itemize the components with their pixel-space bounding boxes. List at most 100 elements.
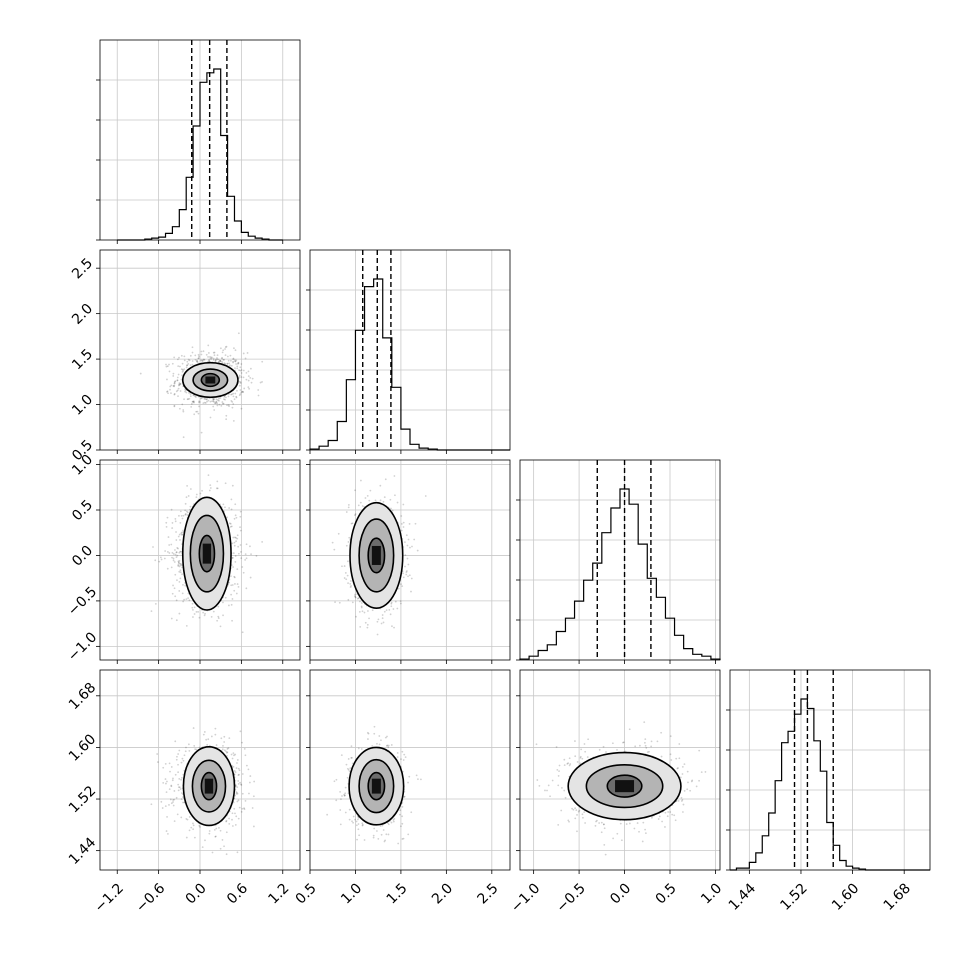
sample-point [182,600,185,603]
sample-point [401,750,404,753]
sample-point [232,392,235,395]
sample-point [357,504,360,507]
sample-point [252,795,255,798]
sample-point [227,359,230,362]
sample-point [400,758,402,761]
axes-frame [309,459,511,661]
sample-point [173,382,176,385]
sample-point [387,833,390,836]
sample-point [160,558,163,561]
sample-point [164,778,167,780]
sample-point [185,746,187,749]
sample-point [350,584,352,587]
sample-point [216,404,219,407]
sample-point [192,616,194,618]
sample-point [361,610,364,613]
sample-point [195,496,198,499]
sample-point [403,753,406,756]
sample-point [400,583,402,586]
sample-point [644,738,647,741]
sample-point [358,610,361,613]
sample-point [192,824,195,827]
sample-point [191,351,194,354]
density-panel-0-2: −1.0−0.50.00.51.0 [65,452,301,665]
sample-point [219,397,222,399]
sample-point [235,536,237,539]
sample-point [401,822,404,825]
sample-point [406,557,409,560]
sample-point [603,827,606,830]
sample-point [221,351,224,354]
sample-point [348,808,351,811]
sample-point [252,825,255,828]
sample-point [203,397,206,400]
sample-point [164,805,167,808]
sample-point [235,815,238,818]
sample-point [205,353,208,356]
sample-point [237,585,240,588]
sample-point [239,366,242,369]
sample-point [177,753,180,755]
sample-point [670,759,673,761]
sample-point [237,545,240,548]
sample-point [410,577,413,580]
sample-point [397,587,400,590]
sample-point [568,820,570,823]
sample-point [391,509,394,512]
sample-point [196,360,199,363]
histogram-step [117,68,283,241]
sample-point [234,771,237,774]
sample-point [181,757,184,760]
sample-point [215,827,218,830]
sample-point [171,527,174,529]
sample-point [235,785,237,787]
sample-point [354,596,357,598]
sample-point [376,742,378,745]
sample-point [180,798,183,801]
density-peak [371,545,381,565]
sample-point [366,626,369,629]
sample-point [403,796,406,798]
sample-point [230,525,233,528]
sample-point [240,810,243,813]
sample-point [352,821,354,824]
sample-point [356,597,359,600]
sample-point [233,517,236,520]
sample-point [681,765,684,768]
sample-point [404,565,406,568]
sample-point [188,397,191,400]
sample-point [208,489,211,492]
density-peak [202,543,212,564]
sample-point [360,479,362,482]
sample-point [175,556,178,559]
sample-point [683,763,686,765]
sample-point [240,551,242,553]
x-tick-label: 0.5 [293,880,320,907]
sample-point [178,559,181,562]
sample-point [217,617,220,620]
sample-point [379,825,382,827]
sample-point [177,560,180,563]
sample-point [377,618,380,621]
sample-point [233,398,236,401]
sample-point [680,796,683,799]
sample-point [393,626,395,629]
sample-point [340,798,342,801]
sample-point [333,548,336,551]
sample-point [186,364,188,367]
sample-point [239,730,242,733]
sample-point [393,475,396,477]
sample-point [410,590,412,593]
sample-point [240,557,243,560]
sample-point [232,357,235,360]
sample-point [236,534,239,537]
y-tick-label: 1.5 [69,346,96,373]
x-tick-label: −1.2 [92,880,127,915]
sample-point [576,761,579,763]
sample-point [187,597,190,600]
sample-point [172,559,175,562]
x-tick-label: 1.2 [265,880,292,907]
sample-point [214,359,217,362]
sample-point [180,515,183,517]
sample-point [154,602,157,605]
